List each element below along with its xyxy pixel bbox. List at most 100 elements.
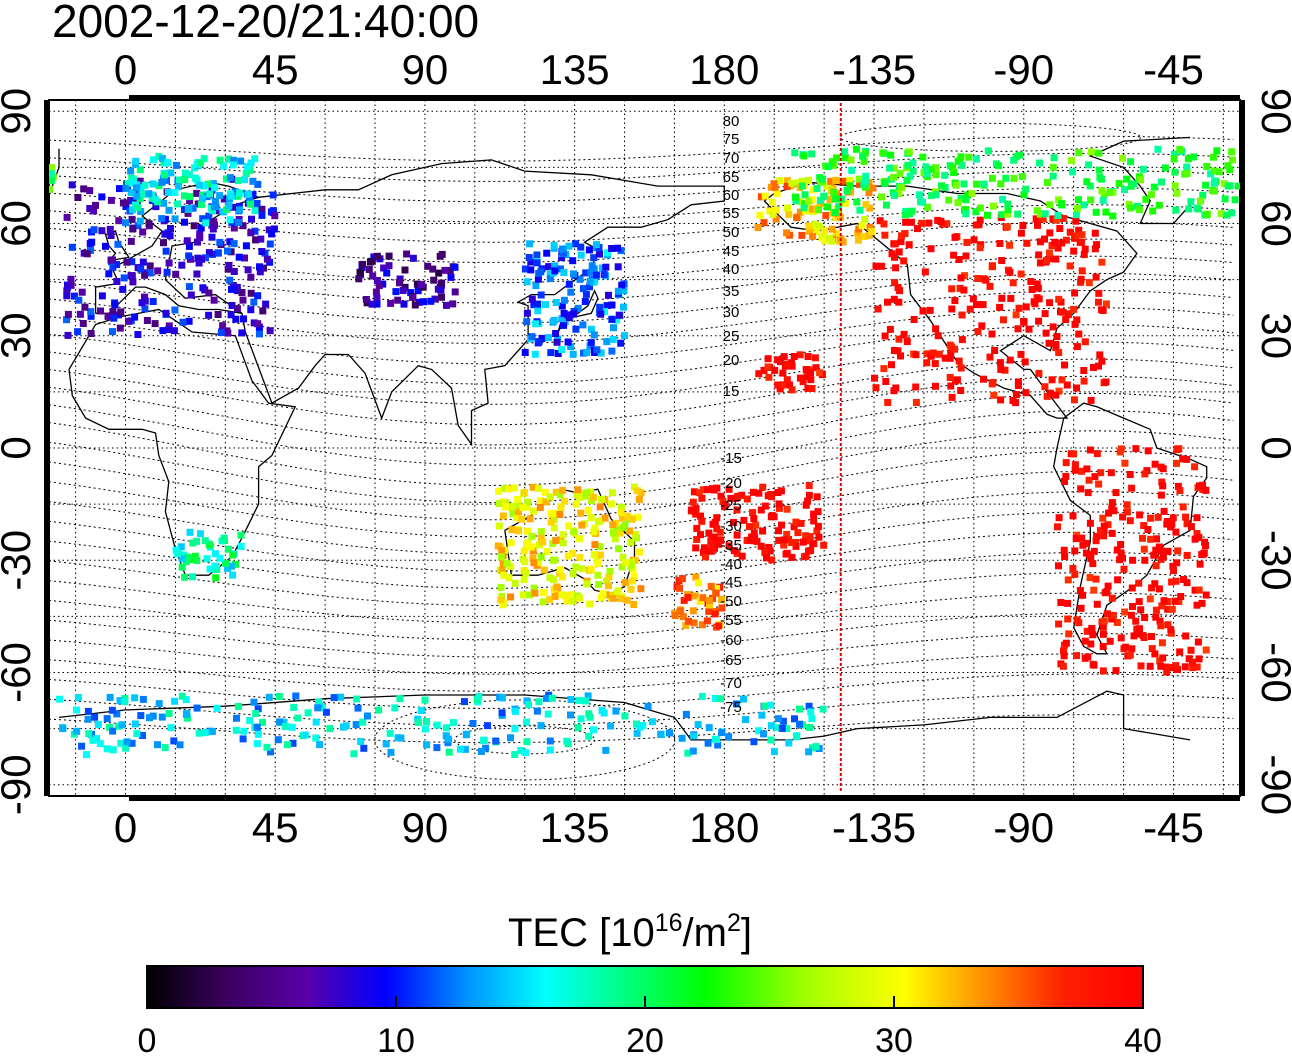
tec-cell bbox=[1179, 455, 1187, 463]
tec-cell bbox=[1160, 507, 1168, 515]
tec-cell bbox=[250, 298, 258, 306]
tec-cell bbox=[187, 291, 195, 299]
tec-cell bbox=[856, 180, 864, 188]
tec-cell bbox=[1055, 196, 1063, 204]
tec-cell bbox=[637, 489, 645, 497]
tec-cell bbox=[1179, 503, 1187, 511]
tec-cell bbox=[808, 196, 816, 204]
tec-cell bbox=[767, 513, 775, 521]
tec-cell bbox=[801, 191, 809, 199]
tec-cell bbox=[881, 332, 889, 340]
tec-cell bbox=[690, 619, 698, 627]
tec-cell bbox=[757, 506, 765, 514]
tec-cell bbox=[754, 224, 762, 231]
tec-cell bbox=[1098, 175, 1105, 183]
tec-cell bbox=[1060, 647, 1067, 655]
tec-cell bbox=[176, 741, 184, 749]
tec-cell bbox=[229, 161, 237, 169]
tec-cell bbox=[498, 567, 506, 574]
tec-cell bbox=[484, 722, 491, 730]
tec-cell bbox=[814, 508, 822, 516]
tec-cell bbox=[1051, 238, 1059, 246]
tec-cell bbox=[107, 232, 115, 239]
tec-cell bbox=[199, 195, 206, 203]
tec-cell bbox=[760, 366, 768, 374]
tec-cell bbox=[128, 258, 136, 266]
tec-cell bbox=[392, 288, 400, 296]
tec-cell bbox=[559, 573, 566, 581]
tec-cell bbox=[212, 574, 220, 582]
tec-cell bbox=[1078, 231, 1086, 239]
tec-cell bbox=[806, 227, 813, 235]
tec-cell bbox=[1100, 617, 1108, 625]
tec-cell bbox=[1080, 251, 1088, 259]
tec-cell bbox=[752, 521, 760, 529]
contour-label-north: 55 bbox=[723, 205, 740, 222]
tec-cell bbox=[230, 240, 238, 248]
contour-label-south: -25 bbox=[720, 497, 742, 514]
tec-cell bbox=[695, 489, 703, 497]
tec-cell bbox=[441, 266, 449, 274]
tec-cell bbox=[792, 733, 800, 741]
tec-cell bbox=[542, 694, 550, 702]
tec-cell bbox=[596, 250, 603, 258]
tec-cell bbox=[247, 159, 255, 167]
tec-cell bbox=[421, 725, 429, 733]
tec-cell bbox=[880, 365, 888, 373]
tec-cell bbox=[819, 175, 827, 183]
tec-cell bbox=[779, 717, 787, 725]
tec-cell bbox=[174, 200, 182, 208]
tec-cell bbox=[129, 206, 137, 214]
tec-cell bbox=[216, 156, 224, 164]
tec-cell bbox=[761, 192, 769, 200]
tec-cell bbox=[773, 206, 780, 214]
tec-cell bbox=[116, 697, 124, 705]
tec-cell bbox=[233, 305, 241, 313]
tec-cell bbox=[998, 211, 1006, 219]
tec-cell bbox=[123, 738, 131, 746]
tec-cell bbox=[636, 723, 644, 731]
tec-cell bbox=[355, 275, 363, 283]
tec-cell bbox=[1046, 229, 1054, 237]
tec-cell bbox=[906, 172, 914, 180]
tec-cell bbox=[1085, 279, 1093, 287]
tec-cell bbox=[247, 200, 254, 208]
tec-cell bbox=[78, 742, 86, 750]
tec-cell bbox=[1058, 200, 1066, 208]
tec-cell bbox=[600, 271, 608, 278]
tec-cell bbox=[160, 239, 167, 247]
tec-cell bbox=[1006, 268, 1014, 276]
tec-cell bbox=[161, 171, 169, 179]
tec-cell bbox=[591, 524, 599, 532]
tec-cell bbox=[890, 387, 898, 395]
tec-cell bbox=[589, 493, 597, 501]
tec-cell bbox=[1108, 504, 1116, 512]
tec-cell bbox=[1167, 523, 1175, 531]
tec-cell bbox=[122, 219, 130, 227]
tec-cell bbox=[224, 155, 232, 163]
tec-cell bbox=[275, 693, 283, 700]
tec-cell bbox=[209, 180, 217, 188]
tec-cell bbox=[759, 527, 767, 535]
tec-cell bbox=[507, 593, 515, 601]
tec-cell bbox=[178, 563, 186, 571]
tec-cell bbox=[1202, 591, 1210, 599]
tec-cell bbox=[512, 707, 520, 715]
tec-cell bbox=[1101, 589, 1109, 597]
tec-cell bbox=[678, 575, 686, 583]
tec-cell bbox=[808, 385, 816, 392]
tec-cell bbox=[780, 536, 788, 544]
contour-label-south: -55 bbox=[720, 612, 742, 629]
tec-cell bbox=[832, 230, 840, 238]
tec-cell bbox=[210, 296, 218, 304]
tec-cell bbox=[1095, 298, 1102, 306]
tec-cell bbox=[548, 694, 556, 702]
tec-cell bbox=[166, 232, 174, 240]
tec-cell bbox=[181, 176, 189, 184]
tec-cell bbox=[578, 521, 586, 529]
tec-cell bbox=[767, 736, 775, 744]
tec-cell bbox=[903, 338, 911, 346]
tec-cell bbox=[1036, 238, 1044, 246]
tec-cell bbox=[808, 715, 816, 723]
tec-cell bbox=[603, 249, 611, 257]
